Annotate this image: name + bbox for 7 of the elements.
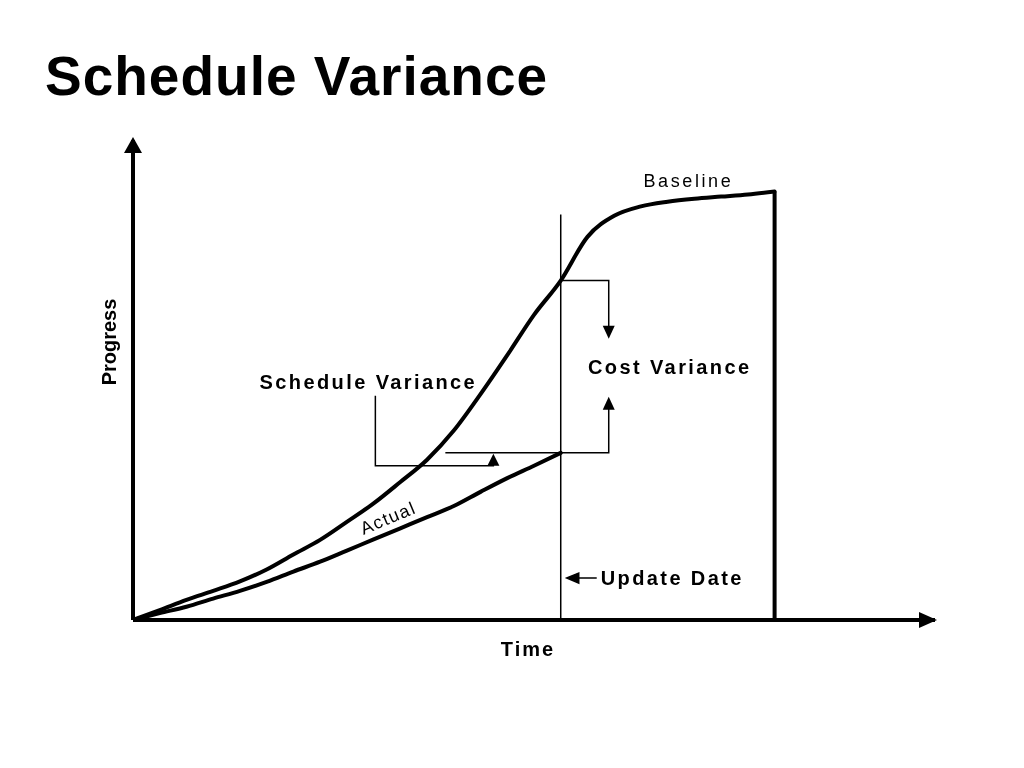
y-axis-title: Progress [98,298,120,386]
series-label: Baseline [643,170,734,191]
annotation: Update Date [600,567,744,589]
x-axis-title: Time [500,638,556,660]
annotation: Schedule Variance [259,370,478,393]
chart-title: Schedule Variance [45,45,549,107]
annotation: Cost Variance [587,355,752,378]
